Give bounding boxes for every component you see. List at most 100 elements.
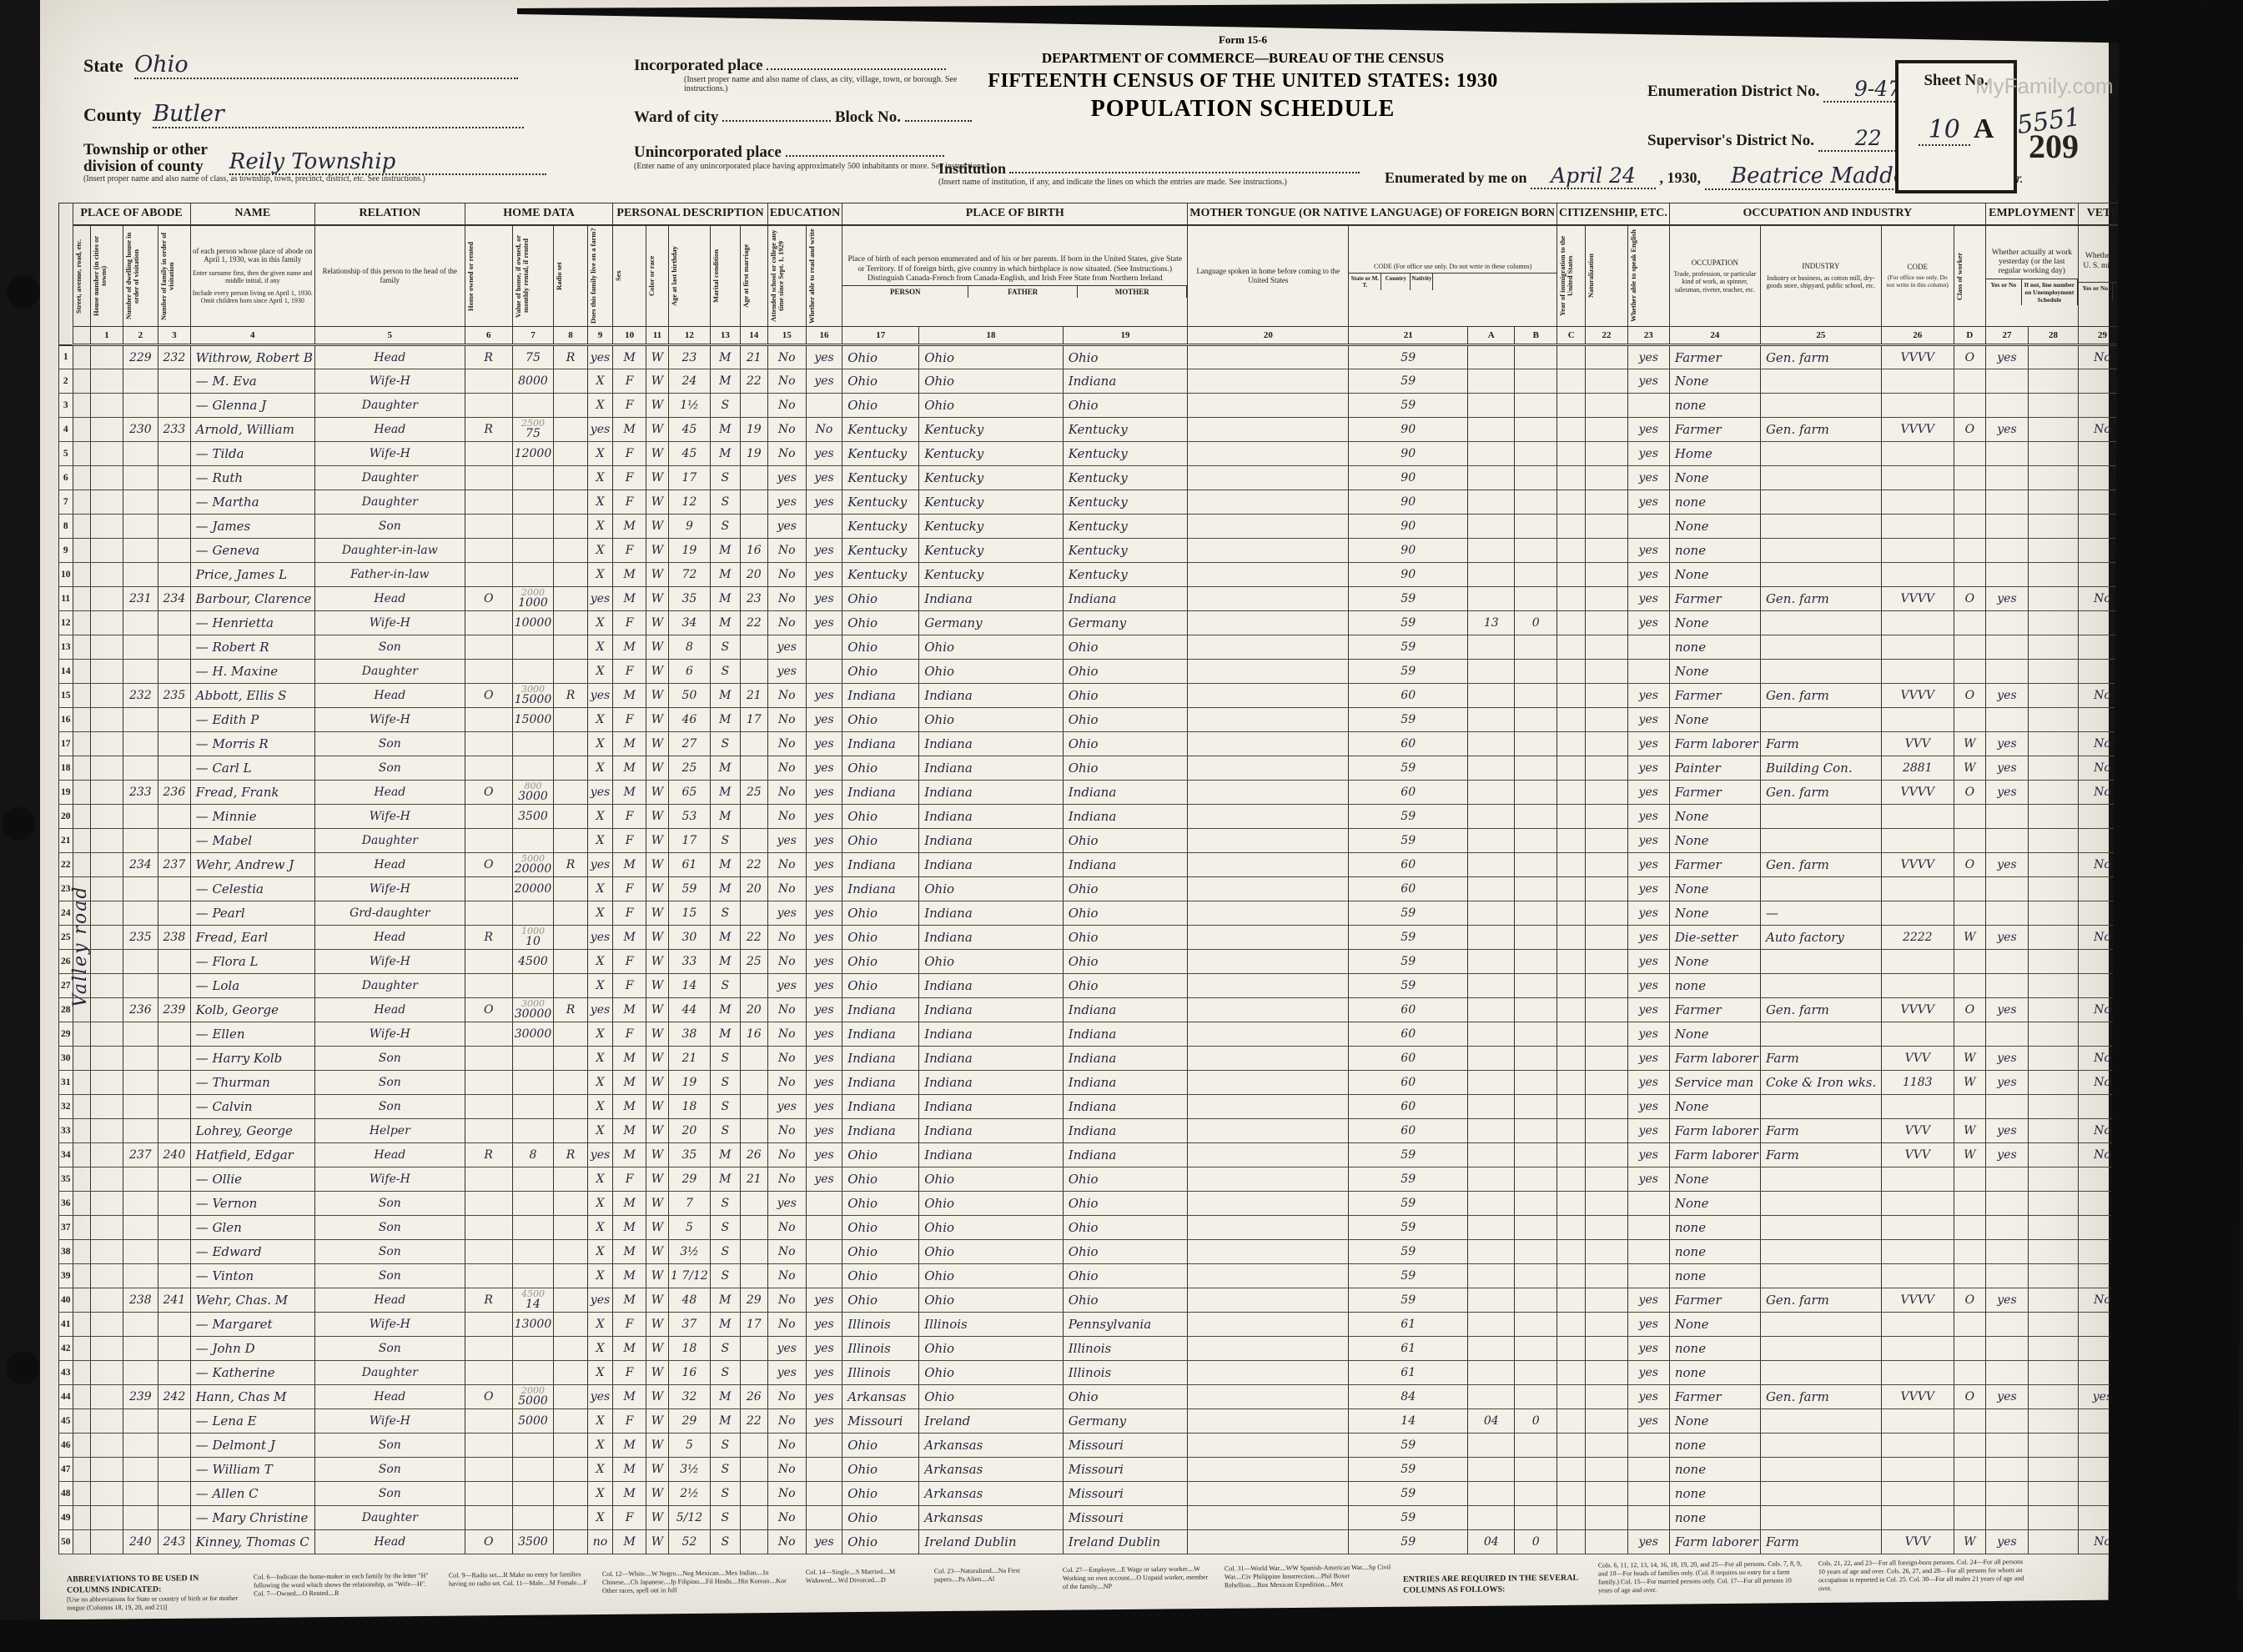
cell-relation: Daughter (314, 659, 465, 684)
cell-naturalization (1585, 610, 1628, 635)
cell-codeB (1467, 1046, 1516, 1071)
cell-marital: S (709, 1336, 741, 1361)
cell-industry: Building Con. (1759, 756, 1882, 781)
cell-naturalization (1585, 369, 1628, 394)
cell-unemp_line (2028, 369, 2079, 394)
cell-age: 52 (668, 1529, 711, 1554)
cell-codeD (1880, 369, 1954, 394)
cell-family (158, 465, 191, 490)
cell-naturalization (1585, 1505, 1628, 1530)
cell-worked (1984, 1457, 2029, 1482)
cell-codeB (1467, 1263, 1516, 1288)
cell-naturalization (1585, 1384, 1628, 1409)
cell-sex: F (612, 465, 646, 490)
ink-value: 10 (526, 935, 541, 948)
cell-worked: yes (1984, 1142, 2029, 1167)
cell-father_birthplace: Indiana (918, 1118, 1064, 1143)
cell-immigration (1557, 586, 1587, 611)
cell-value (511, 828, 555, 853)
cell-marital: S (709, 1529, 741, 1554)
cell-occupation: None (1668, 707, 1761, 732)
cell-farm: yes (586, 925, 614, 950)
cell-codeA: 90 (1348, 514, 1469, 539)
cell-codeC (1514, 1191, 1558, 1216)
cell-name: Arnold, William (189, 417, 315, 442)
cell-owned (464, 514, 513, 539)
cell-age_married (739, 1336, 768, 1361)
cell-birthplace: Ohio (842, 1239, 920, 1264)
cell-industry: Farm (1759, 1118, 1882, 1143)
cell-father_birthplace: Ireland Dublin (918, 1529, 1064, 1554)
cell-naturalization (1585, 1263, 1628, 1288)
cell-name: — Celestia (189, 876, 315, 901)
institution-block: Institution (Insert name of institution,… (938, 160, 1372, 187)
cell-relation: Head (314, 997, 465, 1022)
cell-age_married: 17 (739, 1312, 768, 1337)
cell-immigration (1557, 514, 1587, 539)
cell-relation: Head (314, 344, 465, 369)
cell-codeB (1467, 659, 1516, 684)
table-row: 10 Price, James L Father-in-law X M W 72 M 20 No y… (58, 562, 2243, 587)
cell-age: 8 (668, 635, 711, 660)
cell-age: 3½ (668, 1239, 711, 1264)
cell-industry: Farm (1759, 731, 1882, 756)
cell-industry: Gen. farm (1759, 683, 1882, 708)
cell-marital: M (709, 1408, 741, 1434)
column-number: 20 (1187, 326, 1350, 346)
cell-read_write (805, 514, 843, 539)
cell-mother_birthplace: Ohio (1062, 901, 1189, 926)
table-row: 11 231 234 Barbour, Clarence Head O 2000 1000 ye… (58, 586, 2243, 611)
cell-codeB (1467, 925, 1516, 950)
cell-owned (464, 731, 513, 756)
cell-worked (1984, 973, 2029, 998)
cell-house (90, 731, 123, 756)
cell-worked: yes (1984, 683, 2029, 708)
cell-occupation: None (1668, 610, 1761, 635)
cell-language (1187, 804, 1350, 829)
cell-codeA: 60 (1348, 852, 1469, 877)
cell-codeB (1467, 490, 1516, 515)
cell-occupation: None (1668, 562, 1761, 587)
cell-codeD: VVV (1880, 1046, 1954, 1071)
cell-marital: S (709, 393, 741, 418)
cell-mother_birthplace: Indiana (1062, 1142, 1189, 1167)
cell-line: 33 (58, 1118, 73, 1143)
cell-relation: Wife-H (314, 804, 465, 829)
cell-immigration (1557, 1312, 1587, 1337)
cell-class: W (1953, 756, 1986, 781)
cell-school: No (767, 393, 807, 418)
cell-street (72, 659, 92, 684)
cell-industry (1759, 1263, 1882, 1288)
cell-mother_birthplace: Missouri (1062, 1481, 1189, 1506)
cell-dwelling: 232 (122, 683, 159, 708)
cell-codeD (1880, 1433, 1954, 1458)
cell-farm: X (586, 1191, 614, 1216)
cell-farm: X (586, 1239, 614, 1264)
cell-father_birthplace: Ohio (918, 1239, 1064, 1264)
cell-farm: yes (586, 997, 614, 1022)
cell-house (90, 1360, 123, 1385)
cell-codeC (1514, 780, 1558, 805)
cell-worked (1984, 635, 2029, 660)
cell-sex: F (612, 393, 646, 418)
ink-value: 20000 (514, 862, 552, 876)
cell-marital: S (709, 1360, 741, 1385)
cell-read_write (805, 1505, 843, 1530)
cell-race: W (645, 852, 670, 877)
cell-read_write: yes (805, 707, 843, 732)
cell-codeD: VVVV (1880, 1384, 1954, 1409)
cell-name: Wehr, Andrew J (189, 852, 315, 877)
cell-school: No (767, 1384, 807, 1409)
cell-read_write: No (805, 417, 843, 442)
cell-relation: Daughter (314, 1505, 465, 1530)
cell-radio (553, 465, 588, 490)
cell-birthplace: Indiana (842, 683, 920, 708)
cell-occupation: Farmer (1668, 1288, 1761, 1313)
cell-immigration (1557, 901, 1587, 926)
cell-marital: S (709, 1118, 741, 1143)
cell-family (158, 659, 191, 684)
cell-immigration (1557, 417, 1587, 442)
cell-codeC (1514, 1457, 1558, 1482)
